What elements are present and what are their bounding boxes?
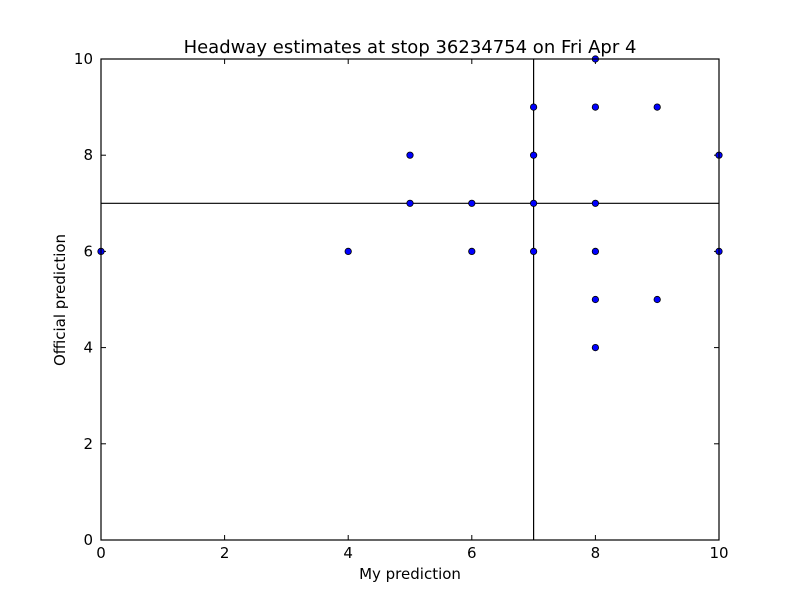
x-tick-label: 6 [467,544,477,562]
point [653,295,661,304]
x-axis-label: My prediction [359,565,461,583]
x-tick-label: 0 [96,544,106,562]
y-tick-label: 0 [83,531,93,549]
point [591,103,600,111]
x-tick-label: 4 [343,544,353,562]
point [591,295,600,304]
point [529,151,538,159]
point [591,199,600,207]
y-tick-label: 6 [83,242,93,260]
point [529,247,538,255]
x-tick-label: 10 [709,544,728,562]
y-axis-label: Official prediction [51,234,69,366]
plot-frame [100,58,720,541]
point [344,247,352,255]
point [653,103,661,111]
x-tick-label: 8 [591,544,601,562]
point [406,199,414,207]
y-tick-label: 8 [83,146,93,164]
point [529,103,538,111]
x-tick-label: 2 [220,544,230,562]
y-tick-label: 4 [83,339,93,357]
y-tick-label: 2 [83,435,93,453]
chart-title: Headway estimates at stop 36234754 on Fr… [184,37,637,58]
point [468,199,476,207]
y-tick-label: 10 [74,50,93,68]
point [591,247,600,255]
point [468,247,476,255]
point [591,343,600,352]
point [406,151,414,159]
point [529,199,538,207]
